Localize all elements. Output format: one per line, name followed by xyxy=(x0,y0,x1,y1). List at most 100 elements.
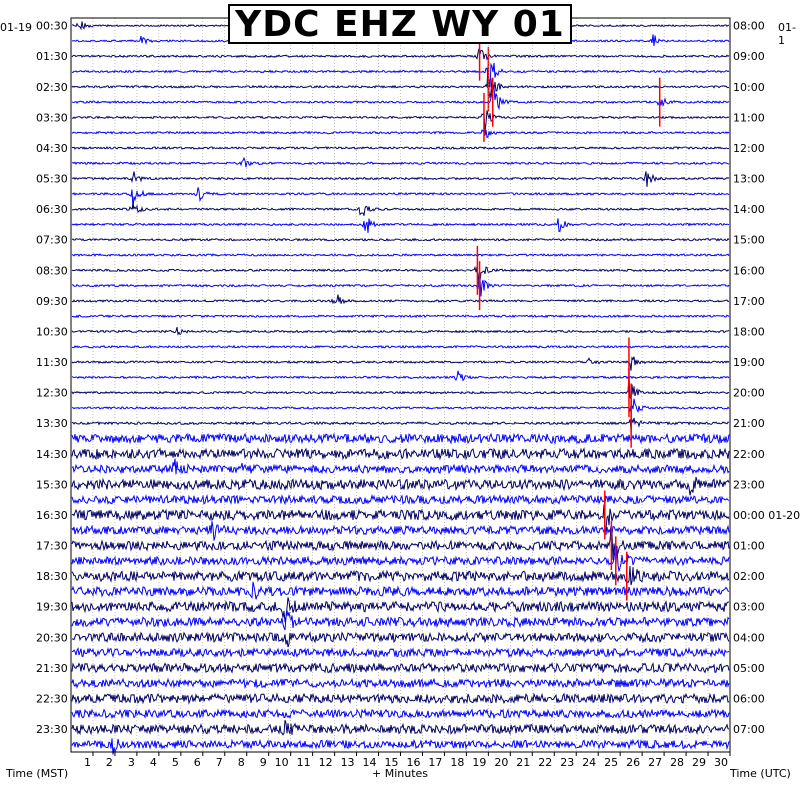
x-tick-label: 1 xyxy=(84,756,91,769)
trace-line xyxy=(71,356,730,371)
trace-line xyxy=(71,581,730,600)
right-tick-label: 00:00 01-20 xyxy=(733,509,800,522)
left-tick-label: 00:30 xyxy=(36,20,68,33)
x-axis-title: + Minutes xyxy=(372,767,429,780)
x-tick-label: 14 xyxy=(363,756,377,769)
left-tick-label: 15:30 xyxy=(36,478,68,491)
x-tick-label: 28 xyxy=(670,756,684,769)
trace-line xyxy=(71,326,730,336)
right-tick-label: 06:00 xyxy=(733,692,765,705)
left-axis-title: Time (MST) xyxy=(6,767,69,780)
trace-line xyxy=(71,278,730,297)
x-tick-label: 23 xyxy=(560,756,574,769)
right-tick-label: 02:00 xyxy=(733,570,765,583)
x-tick-label: 11 xyxy=(297,756,311,769)
x-axis: 1 2 3 4 5 6 7 8 9 10 11 12 13 14 15 16 17 18 19 20 21 22 23 24 2… xyxy=(84,752,731,769)
x-tick-label: 10 xyxy=(275,756,289,769)
trace-line xyxy=(71,265,730,284)
right-tick-label: 13:00 xyxy=(733,173,765,186)
x-tick-label: 29 xyxy=(692,756,706,769)
trace-line xyxy=(71,314,730,319)
right-date-label: 01-1 xyxy=(778,21,796,47)
trace-line xyxy=(71,171,730,187)
right-tick-label: 15:00 xyxy=(733,234,765,247)
left-tick-label: 03:30 xyxy=(36,111,68,124)
right-tick-label: 21:00 xyxy=(733,417,765,430)
left-tick-label: 21:30 xyxy=(36,662,68,675)
left-tick-label: 18:30 xyxy=(36,570,68,583)
left-tick-label: 17:30 xyxy=(36,540,68,553)
right-tick-label: 12:00 xyxy=(733,142,765,155)
trace-line xyxy=(71,48,730,61)
trace-line xyxy=(71,692,730,705)
left-tick-label: 10:30 xyxy=(36,325,68,338)
left-tick-label: 04:30 xyxy=(36,142,68,155)
trace-line xyxy=(71,447,730,461)
trace-line xyxy=(71,631,730,648)
trace-line xyxy=(71,610,730,631)
right-axis: 08:00 09:00 10:00 11:00 12:00 13:00 14:00 15:00… xyxy=(733,20,800,736)
trace-layer xyxy=(71,21,730,755)
left-tick-label: 12:30 xyxy=(36,387,68,400)
left-tick-label: 23:30 xyxy=(36,723,68,736)
trace-line xyxy=(71,156,730,168)
x-tick-label: 4 xyxy=(150,756,157,769)
right-tick-label: 16:00 xyxy=(733,264,765,277)
x-tick-label: 3 xyxy=(128,756,135,769)
trace-line xyxy=(71,597,729,623)
trace-line xyxy=(71,565,730,586)
left-tick-label: 06:30 xyxy=(36,203,68,216)
trace-line xyxy=(71,677,730,689)
x-tick-label: 24 xyxy=(582,756,596,769)
x-tick-label: 9 xyxy=(260,756,267,769)
trace-line xyxy=(71,294,730,305)
x-tick-label: 30 xyxy=(714,756,728,769)
trace-line xyxy=(71,432,730,445)
x-tick-label: 17 xyxy=(428,756,442,769)
trace-line xyxy=(71,646,730,659)
trace-line xyxy=(71,187,730,209)
x-tick-label: 22 xyxy=(538,756,552,769)
trace-line xyxy=(71,476,730,496)
left-tick-label: 14:30 xyxy=(36,448,68,461)
x-tick-label: 2 xyxy=(106,756,113,769)
gridlines xyxy=(92,18,731,752)
right-tick-label: 10:00 xyxy=(733,81,765,94)
x-tick-label: 5 xyxy=(172,756,179,769)
trace-line xyxy=(71,128,730,139)
right-tick-label: 17:00 xyxy=(733,295,765,308)
right-tick-label: 20:00 xyxy=(733,387,765,400)
x-tick-label: 7 xyxy=(216,756,223,769)
x-tick-label: 12 xyxy=(319,756,333,769)
x-tick-label: 19 xyxy=(472,756,486,769)
x-tick-label: 16 xyxy=(406,756,420,769)
trace-line xyxy=(71,545,730,573)
chart-title: YDC EHZ WY 01 xyxy=(228,4,572,45)
right-tick-label: 23:00 xyxy=(733,478,765,491)
left-tick-label: 02:30 xyxy=(36,81,68,94)
trace-line xyxy=(71,458,730,476)
right-tick-label: 01:00 xyxy=(733,540,765,553)
left-tick-label: 08:30 xyxy=(36,264,68,277)
x-tick-label: 27 xyxy=(648,756,662,769)
x-tick-label: 13 xyxy=(341,756,355,769)
left-tick-label: 11:30 xyxy=(36,356,68,369)
x-tick-label: 20 xyxy=(494,756,508,769)
right-tick-label: 03:00 xyxy=(733,601,765,614)
trace-line xyxy=(71,203,730,216)
left-tick-label: 13:30 xyxy=(36,417,68,430)
x-tick-label: 26 xyxy=(626,756,640,769)
x-tick-label: 8 xyxy=(238,756,245,769)
right-tick-label: 09:00 xyxy=(733,50,765,63)
right-tick-label: 18:00 xyxy=(733,325,765,338)
right-tick-label: 19:00 xyxy=(733,356,765,369)
left-tick-label: 05:30 xyxy=(36,173,68,186)
right-tick-label: 07:00 xyxy=(733,723,765,736)
trace-line xyxy=(71,708,730,720)
right-tick-label: 11:00 xyxy=(733,111,765,124)
left-tick-label: 01:30 xyxy=(36,50,68,63)
right-tick-label: 04:00 xyxy=(733,631,765,644)
trace-line xyxy=(71,521,730,541)
trace-line xyxy=(71,398,730,414)
trace-line xyxy=(71,62,730,88)
